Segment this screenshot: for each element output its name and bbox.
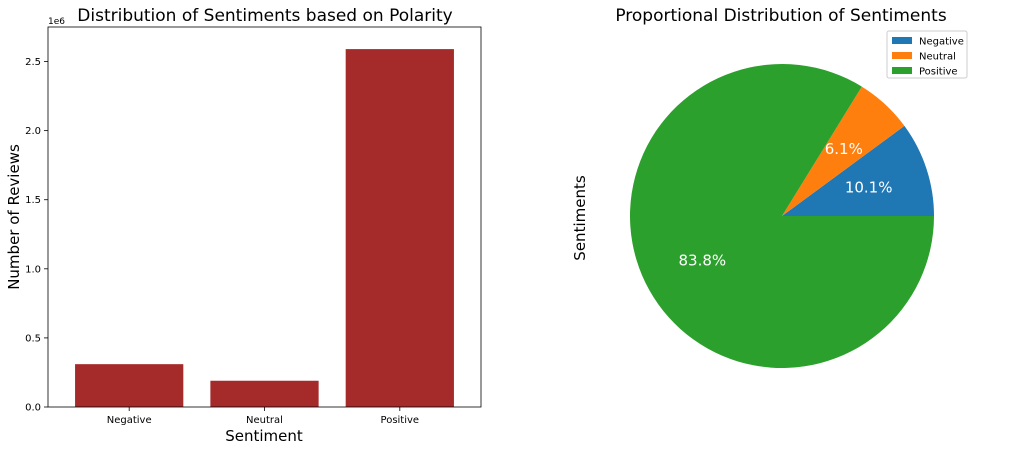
bar-chart-y-label: Number of Reviews xyxy=(5,144,23,290)
y-tick-label: 0.0 xyxy=(25,403,41,414)
y-tick-label: 1.5 xyxy=(25,195,41,206)
pie-pct-label: 83.8% xyxy=(679,251,727,269)
pie-slices xyxy=(629,63,934,368)
pie-slice-negative xyxy=(782,125,934,216)
bar-chart-y-axis: 0.0 0.5 1.0 1.5 2.0 2.5 xyxy=(25,57,48,414)
y-tick-label: 2.0 xyxy=(25,126,41,137)
bar-chart-offset-label: 1e6 xyxy=(48,17,65,27)
y-tick-label: 2.5 xyxy=(25,57,41,68)
legend-swatch-positive xyxy=(892,67,912,74)
legend-label-negative: Negative xyxy=(919,37,964,48)
pie-slice-positive xyxy=(629,63,934,368)
x-tick-label: Positive xyxy=(381,415,420,426)
pie-chart: Proportional Distribution of Sentiments … xyxy=(571,6,968,368)
bar-chart-x-axis: Negative Neutral Positive xyxy=(107,407,419,426)
bar-chart-title: Distribution of Sentiments based on Pola… xyxy=(77,6,452,26)
y-tick-label: 1.0 xyxy=(25,264,41,275)
bar-chart-frame xyxy=(47,26,482,408)
legend-swatch-neutral xyxy=(892,52,912,59)
pie-slice-neutral xyxy=(782,86,905,217)
pie-legend: Negative Neutral Positive xyxy=(886,30,968,79)
y-tick-label: 0.5 xyxy=(25,333,41,344)
bar-chart-bars xyxy=(75,49,454,407)
pie-pct-label: 10.1% xyxy=(845,179,893,197)
pie-chart-y-label: Sentiments xyxy=(571,175,589,261)
x-tick-label: Negative xyxy=(107,415,152,426)
legend-label-neutral: Neutral xyxy=(919,52,956,63)
bar-chart-x-label: Sentiment xyxy=(225,427,303,445)
bar-positive xyxy=(345,49,454,407)
bar-neutral xyxy=(210,380,319,407)
pie-pct-labels: 10.1% 6.1% 83.8% xyxy=(679,140,893,270)
legend-swatch-negative xyxy=(892,37,912,44)
bar-negative xyxy=(75,364,184,407)
bar-chart: Distribution of Sentiments based on Pola… xyxy=(5,6,482,445)
pie-chart-title: Proportional Distribution of Sentiments xyxy=(615,6,947,26)
pie-pct-label: 6.1% xyxy=(825,140,863,158)
x-tick-label: Neutral xyxy=(246,415,283,426)
legend-label-positive: Positive xyxy=(919,67,958,78)
